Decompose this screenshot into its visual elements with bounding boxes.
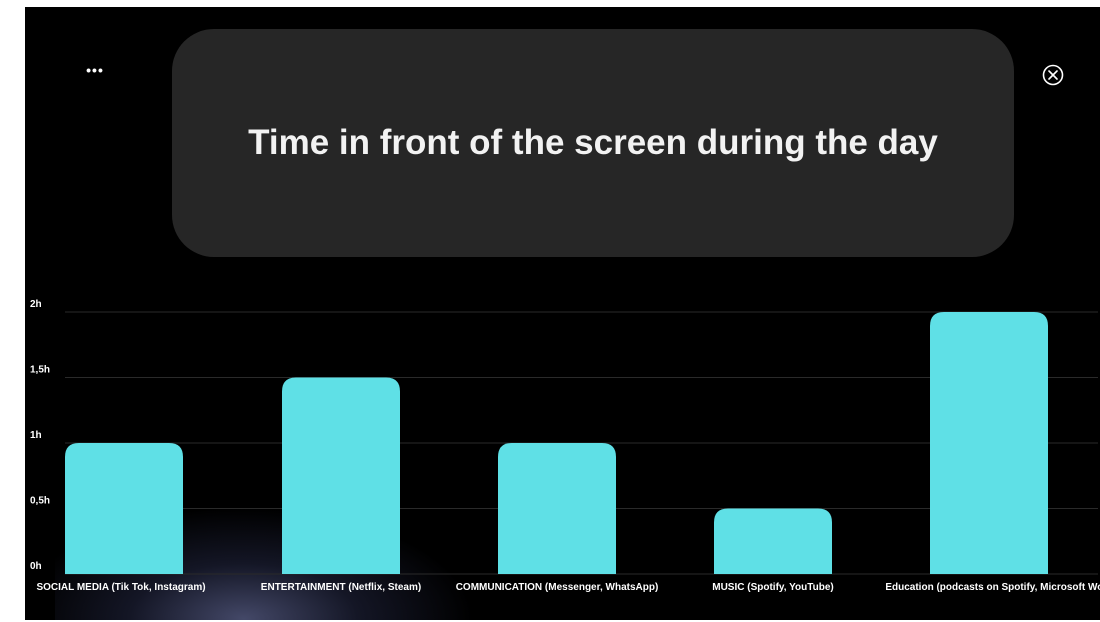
y-tick-label: 1h (30, 430, 42, 441)
x-tick-label: SOCIAL MEDIA (Tik Tok, Instagram) (36, 582, 205, 593)
close-button[interactable] (1041, 63, 1065, 87)
title-card: Time in front of the screen during the d… (172, 29, 1014, 257)
y-tick-label: 0h (30, 561, 42, 572)
more-horizontal-icon: ••• (86, 62, 104, 78)
chart-title: Time in front of the screen during the d… (248, 123, 938, 162)
bar-chart: 0h 0,5h 1h 1,5h 2h SOCIAL MEDIA (Tik Tok, Ins… (30, 299, 1100, 593)
bar-1 (282, 377, 400, 574)
y-tick-label: 1,5h (30, 365, 50, 376)
x-tick-label: ENTERTAINMENT (Netflix, Steam) (261, 582, 421, 593)
bar-4 (930, 312, 1048, 574)
more-options-button[interactable]: ••• (82, 59, 108, 81)
y-tick-label: 2h (30, 299, 42, 310)
x-tick-label: COMMUNICATION (Messenger, WhatsApp) (456, 582, 659, 593)
y-tick-label: 0,5h (30, 496, 50, 507)
bar-0 (65, 443, 183, 574)
close-circle-icon (1042, 64, 1064, 86)
x-tick-label: MUSIC (Spotify, YouTube) (712, 582, 833, 593)
bar-2 (498, 443, 616, 574)
bar-3 (714, 508, 832, 574)
x-tick-label: Education (podcasts on Spotify, Microsof… (885, 582, 1100, 593)
presentation-slide: ••• Time in front of the screen during t… (25, 7, 1100, 620)
